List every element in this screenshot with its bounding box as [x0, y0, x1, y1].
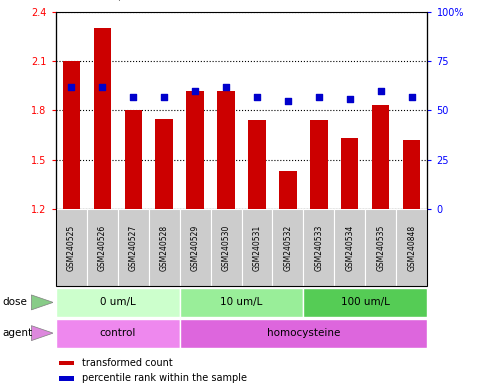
Bar: [303, 209, 334, 286]
Bar: [366, 209, 397, 286]
Bar: [180, 319, 427, 348]
Bar: [59, 361, 74, 365]
Bar: [403, 140, 421, 209]
Text: GSM240528: GSM240528: [159, 225, 169, 271]
Polygon shape: [31, 295, 53, 310]
Bar: [242, 209, 272, 286]
Bar: [94, 28, 111, 209]
Text: GSM240525: GSM240525: [67, 225, 75, 271]
Point: [129, 93, 137, 99]
Text: GSM240534: GSM240534: [345, 225, 355, 271]
Point: [160, 93, 168, 99]
Polygon shape: [31, 326, 53, 341]
Text: GSM240533: GSM240533: [314, 225, 324, 271]
Text: dose: dose: [2, 297, 28, 308]
Text: homocysteine: homocysteine: [267, 328, 340, 338]
Text: transformed count: transformed count: [82, 358, 172, 368]
Point: [315, 93, 323, 99]
Bar: [397, 209, 427, 286]
Bar: [56, 319, 180, 348]
Bar: [334, 209, 366, 286]
Point: [191, 88, 199, 94]
Bar: [280, 171, 297, 209]
Bar: [217, 91, 235, 209]
Bar: [341, 138, 358, 209]
Bar: [180, 209, 211, 286]
Text: GDS3413 / 504058: GDS3413 / 504058: [56, 0, 174, 2]
Bar: [311, 120, 327, 209]
Bar: [248, 120, 266, 209]
Point: [222, 84, 230, 90]
Point: [408, 93, 416, 99]
Text: GSM240530: GSM240530: [222, 225, 230, 271]
Text: GSM240848: GSM240848: [408, 225, 416, 271]
Bar: [211, 209, 242, 286]
Text: GSM240535: GSM240535: [376, 225, 385, 271]
Text: GSM240529: GSM240529: [190, 225, 199, 271]
Bar: [303, 288, 427, 317]
Bar: [180, 288, 303, 317]
Point: [284, 98, 292, 104]
Text: GSM240532: GSM240532: [284, 225, 293, 271]
Bar: [372, 106, 389, 209]
Text: agent: agent: [2, 328, 32, 338]
Bar: [117, 209, 149, 286]
Bar: [272, 209, 303, 286]
Text: GSM240526: GSM240526: [98, 225, 107, 271]
Point: [67, 84, 75, 90]
Bar: [186, 91, 203, 209]
Bar: [56, 209, 86, 286]
Point: [346, 96, 354, 102]
Text: 0 um/L: 0 um/L: [99, 297, 135, 308]
Bar: [59, 376, 74, 381]
Point: [98, 84, 106, 90]
Bar: [125, 111, 142, 209]
Text: GSM240527: GSM240527: [128, 225, 138, 271]
Text: control: control: [99, 328, 136, 338]
Point: [253, 93, 261, 99]
Text: GSM240531: GSM240531: [253, 225, 261, 271]
Text: 100 um/L: 100 um/L: [341, 297, 390, 308]
Bar: [56, 288, 180, 317]
Point: [377, 88, 385, 94]
Bar: [86, 209, 117, 286]
Text: 10 um/L: 10 um/L: [220, 297, 263, 308]
Text: percentile rank within the sample: percentile rank within the sample: [82, 373, 247, 383]
Bar: [62, 61, 80, 209]
Bar: [156, 119, 172, 209]
Bar: [149, 209, 180, 286]
